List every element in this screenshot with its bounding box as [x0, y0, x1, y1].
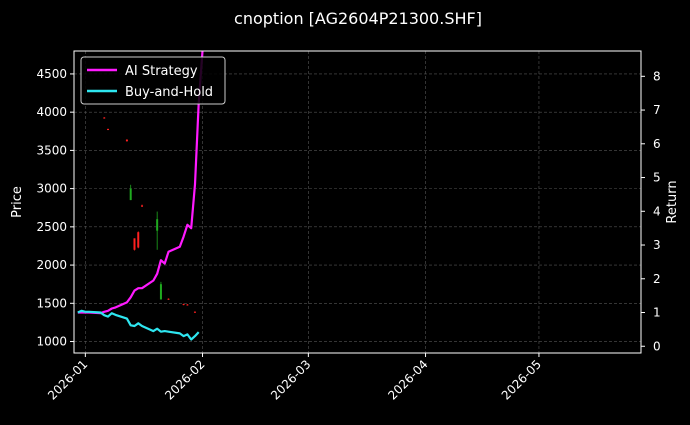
candle-body [141, 205, 144, 207]
candle-body [182, 304, 185, 306]
y-left-tick-label: 2000 [36, 258, 67, 272]
y-left-tick-label: 2500 [36, 220, 67, 234]
price-candles [103, 117, 196, 313]
candle-body [167, 298, 170, 300]
y-right-tick-label: 0 [653, 339, 661, 353]
series-line-buy-and-hold [77, 309, 200, 341]
y-right-tick-label: 1 [653, 306, 661, 320]
y-left-tick-label: 1000 [36, 335, 67, 349]
candle-body [133, 238, 136, 250]
candle-body [186, 304, 189, 306]
y-right-tick-label: 5 [653, 171, 661, 185]
y-left-tick-label: 3000 [36, 182, 67, 196]
y-right-tick-label: 4 [653, 204, 661, 218]
return-series [77, 50, 204, 341]
plot-frame [73, 50, 642, 354]
candle-body [125, 139, 128, 142]
legend-label-buy-and-hold: Buy-and-Hold [125, 85, 213, 100]
candle-body [107, 128, 110, 130]
grid-lines [74, 51, 641, 353]
y-right-tick-label: 3 [653, 238, 661, 252]
y-left-tick-label: 4500 [36, 67, 67, 81]
y-right-tick-label: 7 [653, 103, 661, 117]
y-left-tick-label: 4000 [36, 105, 67, 119]
y-right-tick-label: 8 [653, 69, 661, 83]
candle-body [129, 188, 132, 201]
y-axis-label-right: Return [665, 180, 680, 223]
chart-title: cnoption [AG2604P21300.SHF] [234, 9, 482, 28]
y-right-tick-label: 6 [653, 137, 661, 151]
candle-body [137, 232, 140, 248]
legend: AI Strategy Buy-and-Hold [80, 56, 226, 105]
y-left-tick-label: 1500 [36, 296, 67, 310]
y-axis-label-left: Price [10, 186, 25, 218]
candle-body [103, 117, 106, 119]
legend-label-ai-strategy: AI Strategy [125, 64, 198, 79]
y-left-tick-label: 3500 [36, 143, 67, 157]
candle-body [156, 219, 159, 231]
candle-body [159, 284, 162, 300]
y-right-tick-label: 2 [653, 272, 661, 286]
candle-body [193, 311, 196, 313]
